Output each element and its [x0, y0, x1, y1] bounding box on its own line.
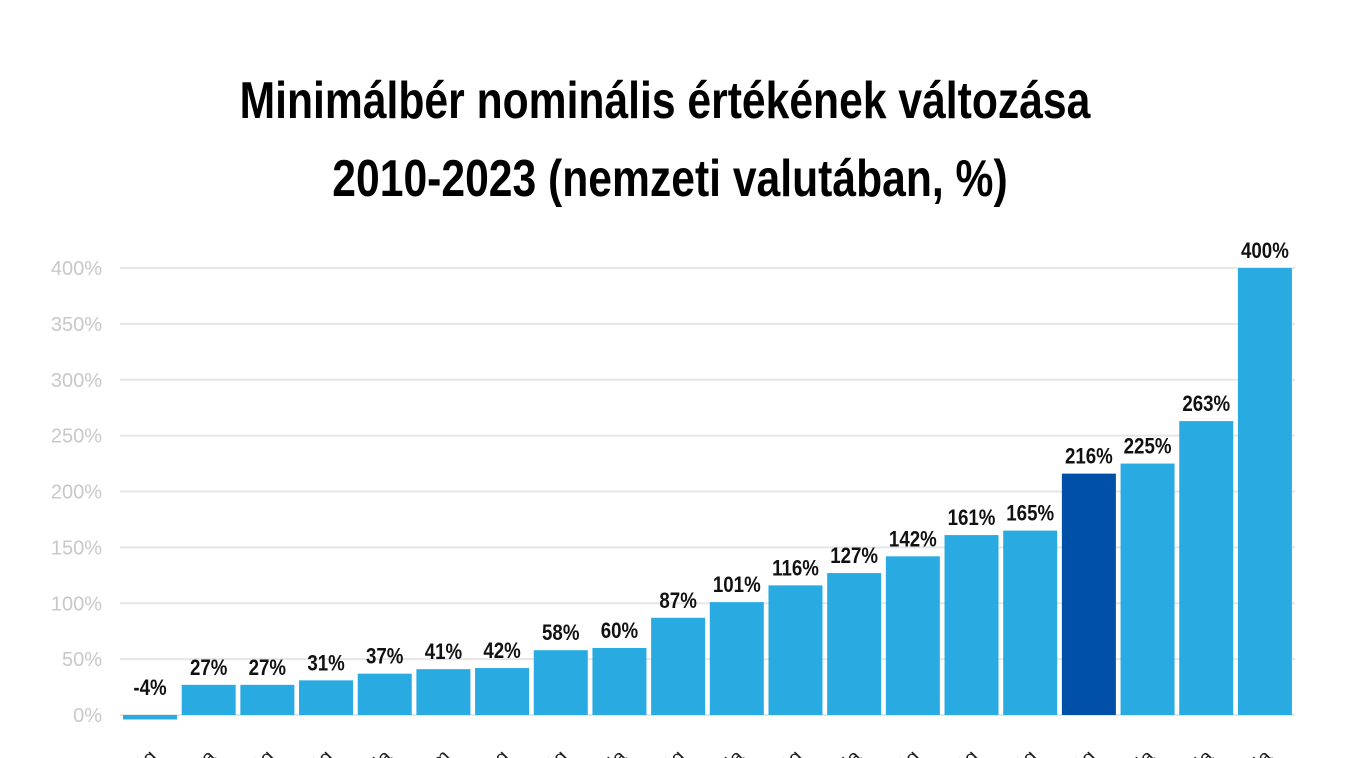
y-tick-label: 200% [51, 482, 102, 504]
y-tick-label: 150% [51, 537, 102, 559]
bar [240, 684, 295, 715]
bar [357, 673, 412, 715]
data-label: 87% [659, 589, 696, 613]
data-label: 142% [889, 528, 937, 552]
y-tick-label: 350% [51, 314, 102, 336]
bar [885, 556, 940, 715]
bar [592, 647, 647, 715]
data-label: 400% [1241, 240, 1289, 264]
bar [768, 585, 823, 715]
bar [475, 668, 530, 715]
bar [1003, 530, 1058, 715]
data-label: 27% [190, 657, 227, 681]
x-tick-label: ág [658, 746, 689, 758]
bar [123, 715, 177, 720]
y-tick-label: 50% [62, 649, 102, 671]
bar [944, 535, 999, 715]
data-label: 116% [772, 557, 819, 581]
x-tick-label: nia [1242, 745, 1277, 758]
bar [1120, 463, 1175, 715]
x-tick-label: ág [1069, 746, 1100, 758]
chart-title-line-2: 2010-2023 (nemzeti valutában, %) [332, 150, 1007, 208]
bar [299, 680, 354, 715]
data-label: 216% [1065, 445, 1113, 469]
bar [1179, 421, 1234, 715]
bar [827, 573, 882, 715]
bar [416, 669, 471, 715]
x-tick-label: ág [541, 746, 572, 758]
x-tick-label: ág [776, 746, 807, 758]
bar [651, 617, 706, 715]
x-tick-label: ág [893, 746, 924, 758]
bar [1237, 268, 1292, 715]
data-label: 60% [601, 620, 638, 644]
data-label: 27% [249, 657, 286, 681]
data-label: 161% [948, 507, 996, 531]
bar [181, 684, 236, 715]
x-tick-label: ág [130, 746, 161, 758]
x-tick-label: ág [952, 746, 983, 758]
data-label: 263% [1182, 393, 1230, 417]
x-tick-label: lia [601, 745, 631, 758]
x-tick-label: dia [362, 745, 397, 758]
x-tick-label: lia [836, 745, 866, 758]
x-tick-label: ág [306, 746, 337, 758]
bar [1061, 473, 1116, 715]
data-label: 127% [830, 545, 878, 569]
x-tick-label: ág [248, 746, 279, 758]
y-tick-label: 100% [51, 593, 102, 615]
x-tick-label: ria [1128, 745, 1160, 758]
data-label: -4% [133, 677, 166, 701]
y-tick-label: 0% [73, 705, 102, 727]
x-tick-label: ta [193, 745, 221, 758]
y-tick-label: 300% [51, 370, 102, 392]
x-tick-label: um [420, 746, 455, 758]
data-label: 31% [307, 652, 344, 676]
x-tick-label: nia [1183, 745, 1218, 758]
data-label: 42% [483, 640, 520, 664]
x-tick-label: nia [714, 745, 749, 758]
data-label: 58% [542, 622, 579, 646]
bar [533, 650, 588, 715]
y-tick-label: 400% [51, 258, 102, 280]
data-label: 37% [366, 645, 403, 669]
x-tick-label: ág [1010, 746, 1041, 758]
data-label: 165% [1006, 502, 1054, 526]
bar [709, 602, 764, 715]
y-tick-label: 250% [51, 426, 102, 448]
data-label: 225% [1124, 435, 1172, 459]
data-label: 41% [425, 641, 462, 665]
chart-title-line-1: Minimálbér nominális értékének változása [240, 72, 1091, 130]
x-tick-label: urg [478, 746, 514, 758]
data-label: 101% [713, 574, 761, 598]
